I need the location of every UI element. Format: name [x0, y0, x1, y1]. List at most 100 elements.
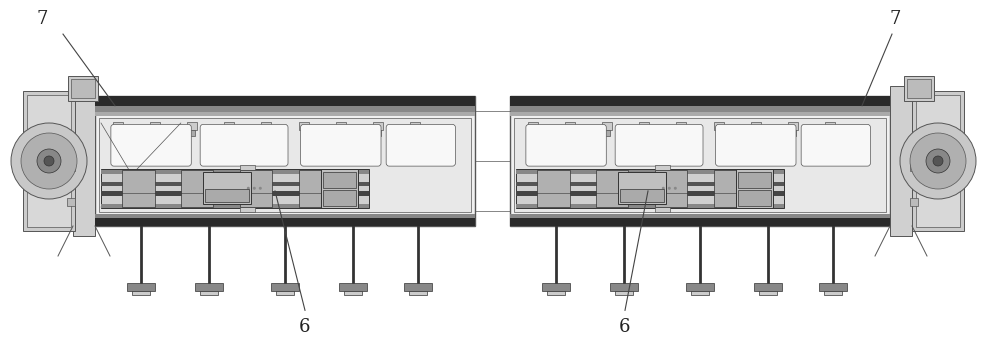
FancyBboxPatch shape	[801, 124, 870, 166]
Bar	[537, 169, 570, 207]
FancyBboxPatch shape	[200, 124, 288, 166]
Bar	[691, 291, 709, 295]
Bar	[825, 122, 835, 130]
Bar	[200, 291, 218, 295]
Bar	[187, 122, 197, 130]
Bar	[23, 91, 75, 231]
Bar	[263, 130, 269, 136]
Bar	[321, 168, 358, 208]
Bar	[101, 191, 369, 196]
FancyBboxPatch shape	[386, 124, 455, 166]
Bar	[819, 283, 847, 291]
Bar	[824, 291, 842, 295]
Bar	[410, 122, 420, 130]
Bar	[101, 168, 369, 208]
Bar	[240, 169, 272, 207]
Bar	[323, 190, 356, 206]
Bar	[514, 118, 886, 212]
Bar	[224, 122, 234, 130]
Bar	[122, 169, 155, 207]
Bar	[132, 291, 150, 295]
Text: 7: 7	[36, 10, 48, 28]
Bar	[542, 283, 570, 291]
Bar	[907, 79, 931, 98]
Text: 7: 7	[889, 10, 901, 28]
Bar	[299, 122, 309, 130]
Bar	[759, 291, 777, 295]
Bar	[101, 204, 369, 208]
Bar	[528, 122, 538, 130]
Circle shape	[926, 149, 950, 173]
Circle shape	[247, 187, 250, 190]
Bar	[547, 291, 565, 295]
Bar	[516, 204, 784, 208]
Bar	[404, 283, 432, 291]
Bar	[181, 169, 213, 207]
Circle shape	[21, 133, 77, 189]
Bar	[412, 130, 418, 136]
Bar	[738, 173, 771, 188]
Bar	[73, 86, 95, 236]
Bar	[678, 130, 684, 136]
Bar	[301, 130, 307, 136]
Bar	[596, 169, 628, 207]
Circle shape	[933, 156, 943, 166]
FancyBboxPatch shape	[301, 124, 381, 166]
Bar	[620, 189, 664, 202]
Bar	[736, 168, 773, 208]
FancyBboxPatch shape	[615, 124, 703, 166]
Bar	[602, 122, 612, 130]
Bar	[516, 191, 784, 196]
Bar	[754, 283, 782, 291]
Bar	[610, 283, 638, 291]
Bar	[115, 130, 121, 136]
Bar	[99, 118, 471, 212]
Bar	[375, 130, 381, 136]
Bar	[338, 130, 344, 136]
Bar	[510, 112, 890, 116]
FancyBboxPatch shape	[716, 124, 796, 166]
Bar	[912, 91, 964, 231]
Bar	[676, 122, 686, 130]
Circle shape	[668, 187, 671, 190]
Bar	[101, 182, 369, 186]
Bar	[510, 106, 890, 112]
Bar	[753, 130, 759, 136]
Bar	[409, 291, 427, 295]
Bar	[916, 95, 960, 227]
Circle shape	[900, 123, 976, 199]
Bar	[261, 122, 271, 130]
Bar	[336, 122, 346, 130]
Circle shape	[253, 187, 256, 190]
Bar	[716, 130, 722, 136]
Bar	[339, 283, 367, 291]
Bar	[95, 96, 475, 106]
Bar	[714, 122, 724, 130]
Bar	[299, 169, 331, 207]
Bar	[751, 122, 761, 130]
Bar	[205, 189, 249, 202]
Bar	[195, 283, 223, 291]
FancyBboxPatch shape	[111, 124, 191, 166]
Bar	[655, 165, 670, 212]
Bar	[95, 218, 475, 226]
Bar	[567, 130, 573, 136]
Bar	[95, 214, 475, 218]
Bar	[189, 130, 195, 136]
Bar	[152, 130, 158, 136]
Bar	[516, 182, 784, 186]
Bar	[95, 96, 475, 226]
Bar	[510, 218, 890, 226]
Bar	[127, 283, 155, 291]
Bar	[655, 169, 687, 207]
Bar	[344, 291, 362, 295]
Bar	[510, 214, 890, 218]
Bar	[113, 122, 123, 130]
Bar	[203, 173, 251, 204]
Bar	[516, 169, 784, 174]
Bar	[904, 76, 934, 101]
Bar	[510, 96, 890, 106]
Bar	[68, 76, 98, 101]
Bar	[150, 122, 160, 130]
Bar	[686, 283, 714, 291]
